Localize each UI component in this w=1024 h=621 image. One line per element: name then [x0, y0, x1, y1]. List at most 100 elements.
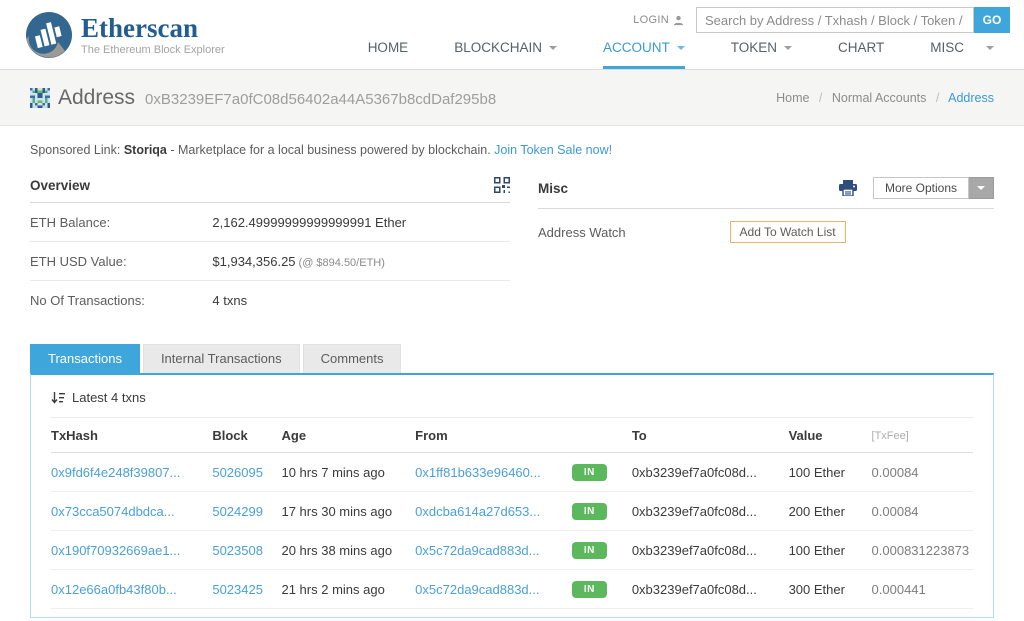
breadcrumb-normal-accounts[interactable]: Normal Accounts [831, 90, 927, 105]
tab-comments[interactable]: Comments [302, 344, 402, 373]
more-options-dropdown[interactable] [969, 177, 994, 199]
txhash-link[interactable]: 0x73cca5074dbdca... [51, 503, 175, 519]
value-cell: 100 Ether [788, 530, 872, 570]
misc-panel: Misc More Options Addre [538, 177, 994, 319]
col-from: From [415, 417, 572, 453]
chevron-down-icon [548, 45, 557, 50]
eth-usd-value: $1,934,356.25 [212, 254, 296, 269]
txhash-link[interactable]: 0x190f70932669ae1... [51, 542, 181, 558]
col-direction [571, 417, 632, 453]
value-cell: 200 Ether [788, 491, 872, 531]
latest-txns-label: Latest 4 txns [72, 390, 146, 405]
table-header-row: TxHash Block Age From To Value [TxFee] [51, 417, 973, 453]
address-watch-label: Address Watch [538, 224, 626, 240]
txn-count-label: No Of Transactions: [30, 293, 145, 308]
to-address-cell: 0xb3239ef7a0fc08d... [631, 530, 789, 570]
sponsored-brand: Storiqa [123, 143, 167, 157]
chevron-down-icon [986, 45, 994, 50]
logo-wordmark: Etherscan [81, 12, 198, 43]
txn-count-value: 4 txns [212, 293, 248, 308]
sponsored-link-row: Sponsored Link: Storiqa - Marketplace fo… [0, 126, 1024, 157]
eth-balance-value: 2,162.49999999999999991 Ether [212, 215, 407, 230]
transactions-section: Transactions Internal Transactions Comme… [30, 344, 994, 621]
search-input[interactable] [696, 7, 974, 33]
col-value: Value [788, 417, 872, 453]
block-link[interactable]: 5026095 [212, 464, 263, 480]
chevron-down-icon [977, 186, 985, 190]
txfee-cell: 0.000831223873 [871, 530, 973, 570]
tab-internal-transactions[interactable]: Internal Transactions [142, 344, 300, 373]
age-cell: 10 hrs 7 mins ago [281, 452, 416, 492]
eth-usd-label: ETH USD Value: [30, 254, 127, 269]
breadcrumb-home[interactable]: Home [776, 90, 810, 105]
from-address-link[interactable]: 0xdcba614a27d653... [415, 503, 541, 519]
add-to-watch-list-button[interactable]: Add To Watch List [729, 221, 846, 243]
transactions-table: TxHash Block Age From To Value [TxFee] 0… [51, 417, 973, 609]
nav-home[interactable]: HOME [367, 40, 409, 55]
col-to: To [631, 417, 789, 453]
transactions-panel: Latest 4 txns TxHash Block Age From To V… [30, 373, 994, 618]
to-address-cell: 0xb3239ef7a0fc08d... [631, 569, 789, 609]
etherscan-logo-icon [26, 12, 72, 58]
from-address-link[interactable]: 0x5c72da9cad883d... [415, 542, 540, 558]
col-txfee: [TxFee] [871, 417, 973, 453]
direction-badge: IN [571, 464, 607, 481]
txhash-link[interactable]: 0x9fd6f4e248f39807... [51, 464, 181, 480]
misc-title: Misc [538, 180, 569, 196]
value-cell: 300 Ether [788, 569, 872, 609]
address-hero-bar: Address 0xB3239EF7a0fC08d56402a44A5367b8… [0, 70, 1024, 126]
col-age: Age [281, 417, 416, 453]
nav-account[interactable]: ACCOUNT [602, 40, 685, 69]
sponsored-cta-link[interactable]: Join Token Sale now! [494, 143, 613, 157]
nav-token[interactable]: TOKEN [731, 40, 792, 69]
to-address-cell: 0xb3239ef7a0fc08d... [631, 491, 789, 531]
direction-badge: IN [571, 542, 607, 559]
eth-usd-rate: (@ $894.50/ETH) [298, 257, 385, 269]
sort-descending-icon [51, 391, 65, 404]
eth-usd-row: ETH USD Value: $1,934,356.25 (@ $894.50/… [30, 242, 510, 281]
login-link[interactable]: LOGIN [633, 14, 669, 26]
table-row: 0x12e66a0fb43f80b... 5023425 21 hrs 2 mi… [51, 569, 973, 609]
overview-panel: Overview ETH Balance: 2,162.499999999999… [30, 177, 510, 319]
txn-count-row: No Of Transactions: 4 txns [30, 281, 510, 319]
direction-badge: IN [571, 581, 607, 598]
age-cell: 21 hrs 2 mins ago [281, 569, 416, 609]
value-cell: 100 Ether [788, 452, 872, 492]
txfee-cell: 0.00084 [871, 491, 973, 531]
breadcrumb: Home / Normal Accounts / Address [776, 90, 994, 105]
address-watch-row: Address Watch Add To Watch List [538, 209, 994, 255]
chevron-down-icon [676, 45, 685, 50]
tab-transactions[interactable]: Transactions [30, 344, 140, 373]
sponsored-prefix: Sponsored Link: [30, 143, 121, 157]
chevron-down-icon [783, 45, 792, 50]
user-icon [673, 15, 684, 25]
top-header: Etherscan The Ethereum Block Explorer LO… [0, 0, 1024, 70]
transactions-tabs: Transactions Internal Transactions Comme… [30, 344, 994, 373]
block-link[interactable]: 5023425 [212, 581, 263, 597]
address-hash: 0xB3239EF7a0fC08d56402a44A5367b8cdDaf295… [145, 90, 497, 108]
eth-balance-label: ETH Balance: [30, 215, 111, 230]
nav-chart[interactable]: CHART [837, 40, 885, 55]
nav-blockchain[interactable]: BLOCKCHAIN [454, 40, 557, 69]
block-link[interactable]: 5024299 [212, 503, 263, 519]
txfee-cell: 0.00084 [871, 452, 973, 492]
nav-misc[interactable]: MISC [930, 40, 994, 69]
main-nav: HOME BLOCKCHAIN ACCOUNT TOKEN CHART MISC [322, 40, 994, 69]
search-go-button[interactable]: GO [974, 7, 1010, 33]
col-block: Block [212, 417, 282, 453]
txhash-link[interactable]: 0x12e66a0fb43f80b... [51, 581, 177, 597]
col-txhash: TxHash [51, 417, 213, 453]
etherscan-logo[interactable]: Etherscan The Ethereum Block Explorer [25, 11, 225, 59]
table-row: 0x9fd6f4e248f39807... 5026095 10 hrs 7 m… [51, 452, 973, 492]
block-link[interactable]: 5023508 [212, 542, 263, 558]
from-address-link[interactable]: 0x5c72da9cad883d... [415, 581, 540, 597]
more-options-button[interactable]: More Options [872, 177, 994, 199]
qr-code-icon[interactable] [494, 177, 510, 193]
printer-icon[interactable] [838, 180, 857, 196]
logo-tagline: The Ethereum Block Explorer [81, 43, 225, 56]
table-row: 0x190f70932669ae1... 5023508 20 hrs 38 m… [51, 530, 973, 570]
to-address-cell: 0xb3239ef7a0fc08d... [631, 452, 789, 492]
txfee-cell: 0.000441 [871, 569, 973, 609]
from-address-link[interactable]: 0x1ff81b633e96460... [415, 464, 541, 480]
sponsored-desc: - Marketplace for a local business power… [170, 143, 491, 157]
